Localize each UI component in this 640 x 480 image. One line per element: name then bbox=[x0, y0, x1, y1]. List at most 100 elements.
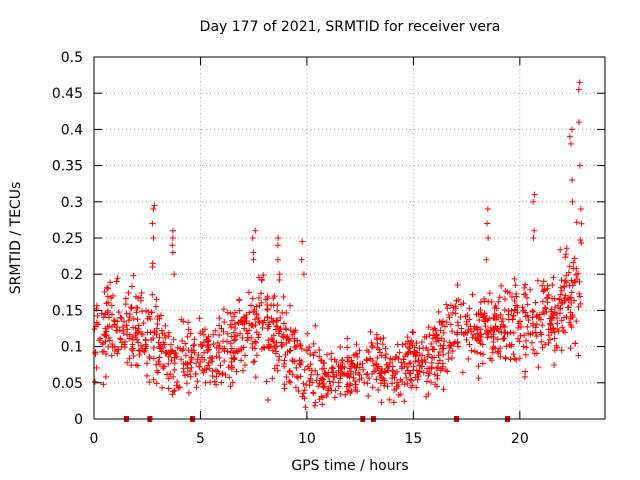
data-point bbox=[264, 397, 271, 404]
data-point bbox=[197, 341, 204, 348]
data-point bbox=[527, 331, 534, 338]
data-point bbox=[165, 329, 172, 336]
data-point bbox=[197, 359, 204, 366]
data-point bbox=[505, 307, 512, 314]
data-point bbox=[167, 341, 174, 348]
data-point bbox=[568, 277, 575, 284]
data-point bbox=[390, 368, 397, 375]
data-point bbox=[218, 379, 225, 386]
data-point bbox=[557, 246, 564, 253]
data-point bbox=[297, 340, 304, 347]
data-point bbox=[169, 242, 176, 249]
data-point bbox=[123, 322, 130, 329]
data-point bbox=[514, 304, 521, 311]
data-point bbox=[149, 260, 156, 267]
data-point bbox=[354, 388, 361, 395]
data-point bbox=[144, 360, 151, 367]
data-point bbox=[551, 335, 558, 342]
data-point bbox=[229, 379, 236, 386]
data-point bbox=[312, 349, 319, 356]
data-point bbox=[309, 379, 316, 386]
data-point bbox=[531, 191, 538, 198]
data-point bbox=[181, 372, 188, 379]
data-point bbox=[249, 340, 256, 347]
data-point bbox=[563, 272, 570, 279]
data-point bbox=[497, 345, 504, 352]
data-point bbox=[274, 256, 281, 263]
data-point bbox=[165, 375, 172, 382]
data-point bbox=[220, 338, 227, 345]
data-point bbox=[500, 335, 507, 342]
data-point bbox=[286, 348, 293, 355]
data-point bbox=[480, 314, 487, 321]
data-point bbox=[206, 354, 213, 361]
data-point bbox=[246, 309, 253, 316]
data-point bbox=[274, 367, 281, 374]
data-point bbox=[483, 256, 490, 263]
data-point bbox=[126, 335, 133, 342]
data-point bbox=[307, 351, 314, 358]
data-point bbox=[216, 354, 223, 361]
data-point bbox=[533, 333, 540, 340]
data-point bbox=[515, 324, 522, 331]
data-point bbox=[194, 356, 201, 363]
data-point bbox=[418, 339, 425, 346]
data-point bbox=[573, 219, 580, 226]
data-point bbox=[389, 367, 396, 374]
data-point bbox=[445, 311, 452, 318]
data-point bbox=[231, 321, 238, 328]
data-point bbox=[185, 319, 192, 326]
data-point bbox=[440, 386, 447, 393]
data-point bbox=[390, 399, 397, 406]
data-point bbox=[249, 235, 256, 241]
data-point bbox=[399, 363, 406, 370]
data-point bbox=[303, 347, 310, 354]
data-point bbox=[121, 318, 128, 325]
data-point bbox=[514, 309, 521, 316]
data-point bbox=[137, 294, 144, 301]
data-point bbox=[141, 348, 148, 355]
data-point bbox=[521, 284, 528, 291]
data-point bbox=[219, 371, 226, 378]
data-point bbox=[270, 338, 277, 345]
data-point bbox=[541, 304, 548, 311]
data-point bbox=[484, 206, 491, 213]
data-point bbox=[524, 294, 531, 301]
data-point bbox=[271, 365, 278, 372]
data-point bbox=[562, 277, 569, 284]
data-point bbox=[435, 352, 442, 359]
data-point bbox=[549, 325, 556, 332]
data-point bbox=[178, 316, 185, 323]
data-point bbox=[276, 328, 283, 335]
data-point bbox=[449, 328, 456, 335]
data-point bbox=[404, 380, 411, 387]
data-point bbox=[368, 344, 375, 351]
data-point bbox=[566, 133, 573, 140]
data-point bbox=[444, 305, 451, 312]
data-point bbox=[255, 315, 262, 322]
data-point bbox=[215, 349, 222, 356]
data-point bbox=[558, 287, 565, 294]
data-point bbox=[294, 374, 301, 381]
data-point bbox=[290, 358, 297, 365]
data-point bbox=[449, 347, 456, 354]
y-tick-label: 0.2 bbox=[61, 267, 83, 283]
data-point bbox=[354, 361, 361, 368]
data-point bbox=[576, 290, 583, 297]
data-point bbox=[566, 295, 573, 302]
data-point bbox=[474, 349, 481, 356]
data-point bbox=[195, 352, 202, 359]
data-point bbox=[549, 311, 556, 318]
data-point bbox=[348, 388, 355, 395]
data-point bbox=[534, 277, 541, 284]
data-point bbox=[201, 356, 208, 363]
data-point bbox=[407, 376, 414, 383]
data-point bbox=[310, 389, 317, 396]
data-point bbox=[320, 376, 327, 383]
data-point bbox=[128, 283, 135, 290]
data-point bbox=[530, 308, 537, 315]
data-point bbox=[213, 353, 220, 360]
data-point bbox=[457, 314, 464, 321]
data-point bbox=[463, 321, 470, 328]
data-point bbox=[299, 238, 306, 245]
